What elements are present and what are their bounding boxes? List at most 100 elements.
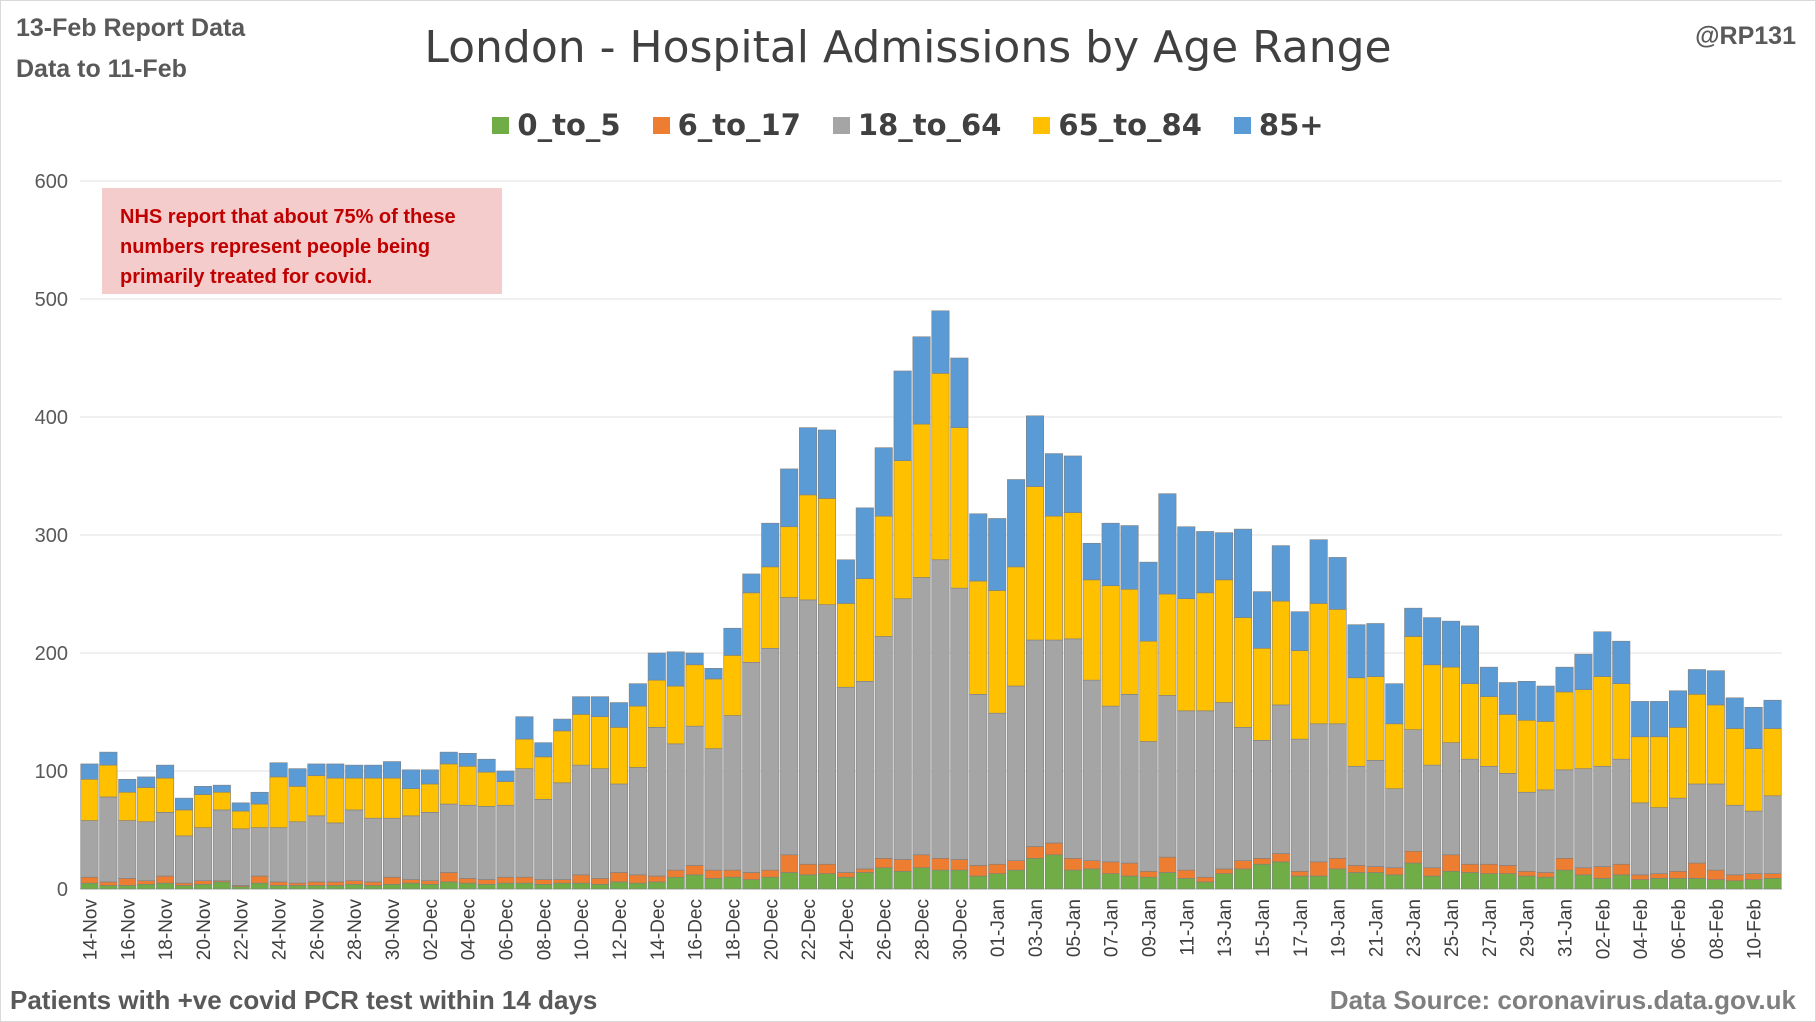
bar-segment-18_to_64	[80, 820, 99, 878]
bar-segment-0_to_5	[1631, 879, 1650, 890]
bar-segment-65_to_84	[288, 786, 307, 823]
bar-segment-0_to_5	[80, 882, 99, 890]
bar-segment-65_to_84	[1555, 691, 1574, 771]
bar-segment-6_to_17	[1574, 867, 1593, 876]
bar-segment-85+	[1044, 453, 1063, 517]
bar-segment-0_to_5	[383, 883, 402, 890]
bar-segment-18_to_64	[1385, 788, 1404, 869]
bar-segment-85+	[1196, 531, 1215, 594]
bar-segment-0_to_5	[1460, 872, 1479, 890]
bar-segment-85+	[1063, 455, 1082, 513]
bar-segment-0_to_5	[1593, 878, 1612, 890]
x-tick-label: 10-Dec	[572, 899, 593, 960]
bar-segment-0_to_5	[1082, 868, 1101, 890]
bar-segment-0_to_5	[609, 881, 628, 890]
bar-segment-65_to_84	[1404, 636, 1423, 730]
bar-segment-85+	[855, 507, 874, 579]
bar-segment-18_to_64	[874, 636, 893, 859]
bar-segment-85+	[175, 797, 194, 811]
x-tick-label: 12-Dec	[610, 899, 631, 960]
bar-segment-65_to_84	[1536, 721, 1555, 791]
bar-segment-18_to_64	[1536, 789, 1555, 873]
bar-segment-18_to_64	[572, 764, 591, 876]
bar-segment-18_to_64	[439, 803, 458, 873]
bar-segment-65_to_84	[515, 738, 534, 769]
x-tick-label: 30-Dec	[950, 899, 971, 960]
bar-segment-18_to_64	[1252, 740, 1271, 859]
bar-segment-6_to_17	[1044, 842, 1063, 856]
bar-segment-18_to_64	[931, 559, 950, 859]
legend-label: 6_to_17	[677, 108, 801, 142]
bar-segment-18_to_64	[1763, 795, 1782, 874]
bar-segment-6_to_17	[761, 869, 780, 878]
bar-segment-85+	[326, 763, 345, 779]
bar-segment-65_to_84	[1158, 593, 1177, 696]
bar-segment-85+	[515, 716, 534, 740]
bar-segment-0_to_5	[666, 876, 685, 890]
bar-segment-6_to_17	[1404, 850, 1423, 864]
bar-segment-65_to_84	[817, 498, 836, 605]
bar-segment-65_to_84	[1347, 677, 1366, 767]
bar-segment-85+	[1631, 701, 1650, 738]
bar-segment-0_to_5	[855, 872, 874, 890]
bar-segment-6_to_17	[1271, 853, 1290, 863]
bar-segment-65_to_84	[1612, 683, 1631, 760]
x-tick-label: 06-Dec	[497, 899, 518, 960]
bar-segment-65_to_84	[799, 494, 818, 601]
bar-segment-18_to_64	[1026, 639, 1045, 847]
bar-segment-0_to_5	[288, 885, 307, 890]
bar-segment-85+	[212, 784, 231, 793]
bar-segment-0_to_5	[175, 885, 194, 890]
x-tick-label: 13-Jan	[1215, 899, 1236, 957]
bar-segment-0_to_5	[817, 873, 836, 890]
bar-segment-65_to_84	[1328, 609, 1347, 725]
bar-segment-65_to_84	[1120, 588, 1139, 695]
bar-segment-0_to_5	[1612, 874, 1631, 890]
bar-segment-0_to_5	[1536, 876, 1555, 890]
bar-segment-85+	[1082, 542, 1101, 581]
bar-segment-65_to_84	[420, 783, 439, 813]
x-tick-label: 07-Jan	[1102, 899, 1123, 957]
bar-segment-6_to_17	[572, 874, 591, 884]
legend-label: 85+	[1258, 108, 1324, 142]
bar-segment-0_to_5	[988, 873, 1007, 890]
bar-segment-18_to_64	[534, 799, 553, 880]
bar-segment-85+	[1687, 669, 1706, 695]
bar-segment-18_to_64	[1460, 758, 1479, 865]
bar-segment-65_to_84	[80, 778, 99, 821]
bar-segment-6_to_17	[780, 854, 799, 873]
bar-segment-0_to_5	[1309, 875, 1328, 890]
bar-segment-85+	[1555, 666, 1574, 693]
bar-segment-6_to_17	[1120, 862, 1139, 877]
bar-segment-18_to_64	[99, 796, 118, 883]
bar-segment-85+	[988, 518, 1007, 591]
bar-segment-0_to_5	[1234, 868, 1253, 890]
bar-segment-65_to_84	[931, 373, 950, 561]
bar-segment-6_to_17	[175, 882, 194, 886]
bar-segment-0_to_5	[647, 881, 666, 890]
bar-segment-18_to_64	[950, 587, 969, 860]
bar-segment-65_to_84	[439, 763, 458, 805]
chart-legend: 0_to_5 6_to_17 18_to_64 65_to_84 85+	[0, 108, 1816, 142]
bar-segment-65_to_84	[761, 566, 780, 649]
x-tick-label: 24-Nov	[270, 899, 291, 961]
bar-segment-0_to_5	[1650, 878, 1669, 890]
bar-segment-85+	[553, 718, 572, 732]
bar-segment-6_to_17	[553, 879, 572, 884]
bar-segment-65_to_84	[383, 777, 402, 819]
bar-segment-65_to_84	[742, 592, 761, 663]
x-tick-label: 20-Nov	[194, 899, 215, 961]
bar-segment-6_to_17	[1555, 858, 1574, 871]
legend-swatch	[832, 116, 850, 134]
bar-segment-6_to_17	[193, 880, 212, 885]
bar-segment-0_to_5	[1555, 869, 1574, 890]
bar-segment-18_to_64	[1593, 765, 1612, 867]
bar-segment-0_to_5	[1120, 875, 1139, 890]
bar-segment-85+	[704, 668, 723, 680]
bar-segment-6_to_17	[288, 882, 307, 886]
bar-segment-18_to_64	[288, 821, 307, 884]
bar-segment-6_to_17	[307, 881, 326, 886]
bar-segment-6_to_17	[1479, 863, 1498, 874]
bar-segment-6_to_17	[1234, 860, 1253, 870]
bar-segment-6_to_17	[609, 872, 628, 883]
